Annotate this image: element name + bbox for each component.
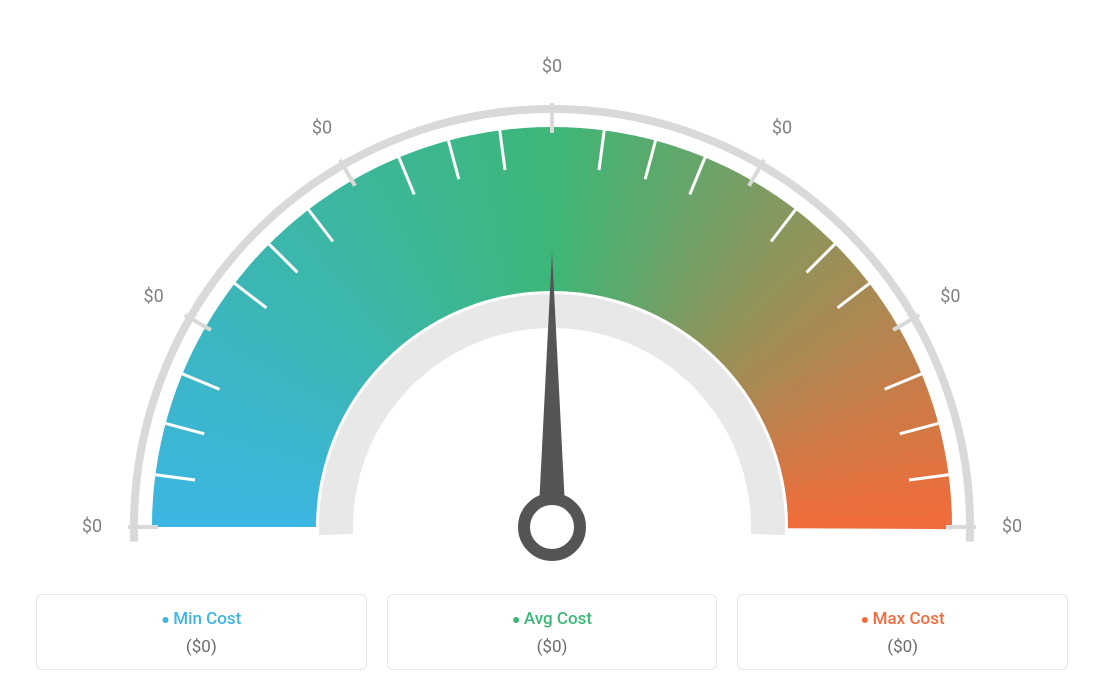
gauge-hub <box>524 499 580 555</box>
gauge-svg: $0 $0 $0 $0 $0 $0 $0 <box>30 27 1074 567</box>
gauge-tick-label: $0 <box>312 117 332 138</box>
gauge-tick-label: $0 <box>542 56 562 77</box>
legend-row: Min Cost ($0) Avg Cost ($0) Max Cost ($0… <box>30 594 1074 670</box>
legend-card-min: Min Cost ($0) <box>36 594 367 670</box>
legend-value-avg: ($0) <box>388 637 717 657</box>
gauge-tick-label: $0 <box>772 117 792 138</box>
legend-value-min: ($0) <box>37 637 366 657</box>
legend-card-avg: Avg Cost ($0) <box>387 594 718 670</box>
gauge-tick-label: $0 <box>940 286 960 307</box>
legend-value-max: ($0) <box>738 637 1067 657</box>
legend-card-max: Max Cost ($0) <box>737 594 1068 670</box>
legend-label-max: Max Cost <box>738 609 1067 629</box>
gauge-tick-label: $0 <box>82 516 102 537</box>
gauge-tick-label: $0 <box>1002 516 1022 537</box>
gauge-tick-label: $0 <box>144 286 164 307</box>
legend-label-min: Min Cost <box>37 609 366 629</box>
legend-label-avg: Avg Cost <box>388 609 717 629</box>
gauge-chart: $0 $0 $0 $0 $0 $0 $0 <box>30 10 1074 584</box>
gauge-needle <box>538 251 566 527</box>
